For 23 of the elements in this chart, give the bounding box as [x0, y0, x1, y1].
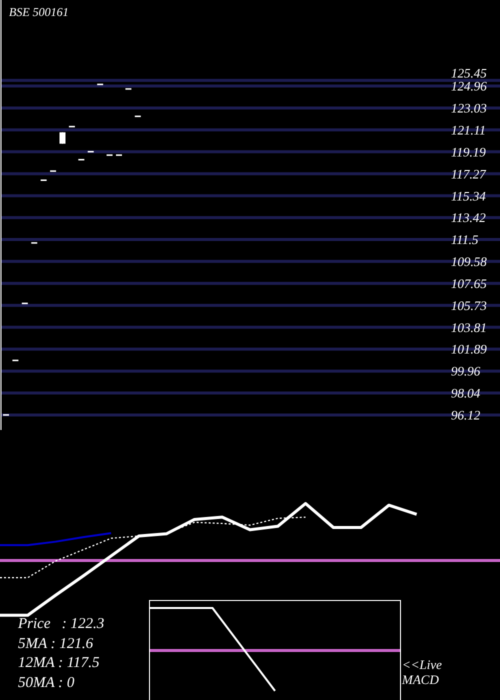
y-tick-label: 124.96 [451, 78, 488, 94]
text: BSE 500161 [9, 5, 70, 20]
text: 12MA : 117.5 [18, 654, 101, 673]
y-tick-label: 96.12 [451, 407, 481, 422]
y-tick-label: 111.5 [451, 232, 479, 248]
y-tick-label: 117.27 [451, 166, 486, 182]
text: Price : 122.3 [18, 615, 106, 634]
y-tick-label: 123.03 [451, 100, 488, 116]
y-tick-label: 115.34 [451, 188, 486, 204]
y-tick-label: 98.04 [451, 386, 481, 401]
y-tick-label: 119.19 [451, 144, 486, 160]
y-tick-label: 109.58 [451, 254, 488, 269]
text: 50MA : 0 [18, 674, 76, 692]
ref-line-label: 125.45 [451, 65, 488, 80]
text: <<Live MACD [402, 657, 443, 687]
y-tick-label: 99.96 [451, 364, 481, 379]
text: 5MA : 121.6 [18, 634, 94, 654]
y-tick-label: 103.81 [451, 320, 487, 335]
y-tick-label: 107.65 [451, 276, 488, 291]
y-tick-label: 113.42 [451, 210, 486, 226]
y-tick-label: 121.11 [451, 122, 486, 138]
y-tick-label: 105.73 [451, 298, 488, 313]
y-tick-label: 101.89 [451, 342, 488, 357]
